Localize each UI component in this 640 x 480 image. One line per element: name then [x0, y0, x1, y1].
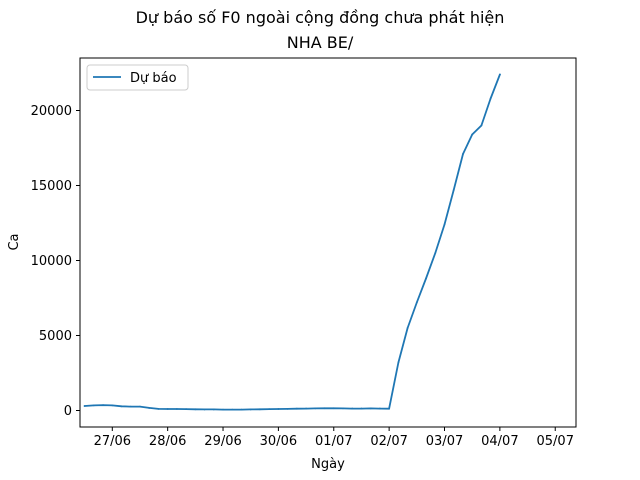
data-point — [452, 189, 455, 191]
series-line — [83, 73, 501, 411]
data-point — [277, 408, 280, 410]
data-point — [332, 407, 335, 410]
data-point — [139, 405, 141, 408]
data-point — [360, 407, 363, 410]
data-point — [148, 407, 151, 409]
data-point — [240, 408, 243, 411]
x-tick-label: 04/07 — [481, 434, 518, 449]
data-point — [434, 252, 437, 254]
data-point — [443, 223, 446, 226]
x-tick-label: 05/07 — [537, 434, 574, 449]
y-tick-label: 15000 — [31, 179, 72, 194]
data-point — [185, 408, 188, 411]
y-axis-label: Ca — [7, 233, 22, 250]
data-point — [166, 408, 169, 410]
data-point — [286, 407, 289, 410]
chart-title: Dự báo số F0 ngoài cộng đồng chưa phát h… — [135, 8, 505, 27]
data-point — [231, 408, 234, 411]
data-point — [397, 361, 400, 364]
data-point — [498, 73, 501, 76]
data-point — [203, 408, 206, 411]
data-point — [379, 407, 381, 410]
x-tick-label: 02/07 — [370, 434, 407, 449]
data-point — [222, 408, 224, 411]
data-point — [425, 277, 427, 280]
x-tick-label: 03/07 — [426, 434, 463, 449]
data-point — [194, 408, 197, 411]
legend-box — [86, 64, 189, 91]
x-axis-label: Ngày — [311, 457, 345, 472]
data-point — [406, 327, 409, 329]
data-point — [259, 408, 261, 411]
data-point — [120, 405, 123, 408]
data-point — [388, 407, 391, 410]
data-point — [462, 153, 464, 155]
plot-area — [79, 57, 577, 428]
y-axis: 0 5000 10000 15000 20000 — [31, 104, 80, 419]
y-tick-label: 0 — [64, 404, 72, 419]
data-point — [480, 124, 483, 127]
x-tick-label: 27/06 — [94, 434, 131, 449]
x-tick-label: 30/06 — [260, 434, 297, 449]
data-point — [175, 408, 178, 410]
data-point — [111, 404, 114, 407]
data-point — [471, 133, 474, 136]
x-tick-label: 01/07 — [315, 434, 352, 449]
data-point — [314, 407, 317, 410]
data-point — [351, 407, 354, 410]
x-tick-label: 29/06 — [204, 434, 241, 449]
data-point — [249, 408, 252, 411]
data-point — [83, 405, 86, 407]
data-point — [268, 408, 271, 411]
data-point — [342, 407, 344, 410]
data-point — [369, 407, 372, 410]
data-point — [295, 407, 298, 410]
data-point — [305, 407, 307, 410]
legend: Dự báo — [86, 64, 189, 91]
x-axis: 27/06 28/06 29/06 30/06 01/07 02/07 03/07 04/07… — [94, 427, 574, 449]
data-point — [92, 404, 95, 407]
data-point — [157, 407, 160, 410]
chart-subtitle: NHA BE/ — [286, 33, 354, 52]
data-point — [415, 301, 418, 304]
data-point — [323, 407, 326, 410]
legend-label: Dự báo — [130, 71, 177, 86]
data-point — [129, 405, 132, 408]
data-point — [102, 404, 104, 406]
y-tick-label: 20000 — [31, 104, 72, 119]
y-tick-label: 5000 — [39, 329, 72, 344]
y-tick-label: 10000 — [31, 254, 72, 269]
x-tick-label: 28/06 — [149, 434, 186, 449]
data-point — [212, 408, 215, 411]
series-layer — [83, 73, 501, 411]
data-point — [489, 97, 492, 100]
